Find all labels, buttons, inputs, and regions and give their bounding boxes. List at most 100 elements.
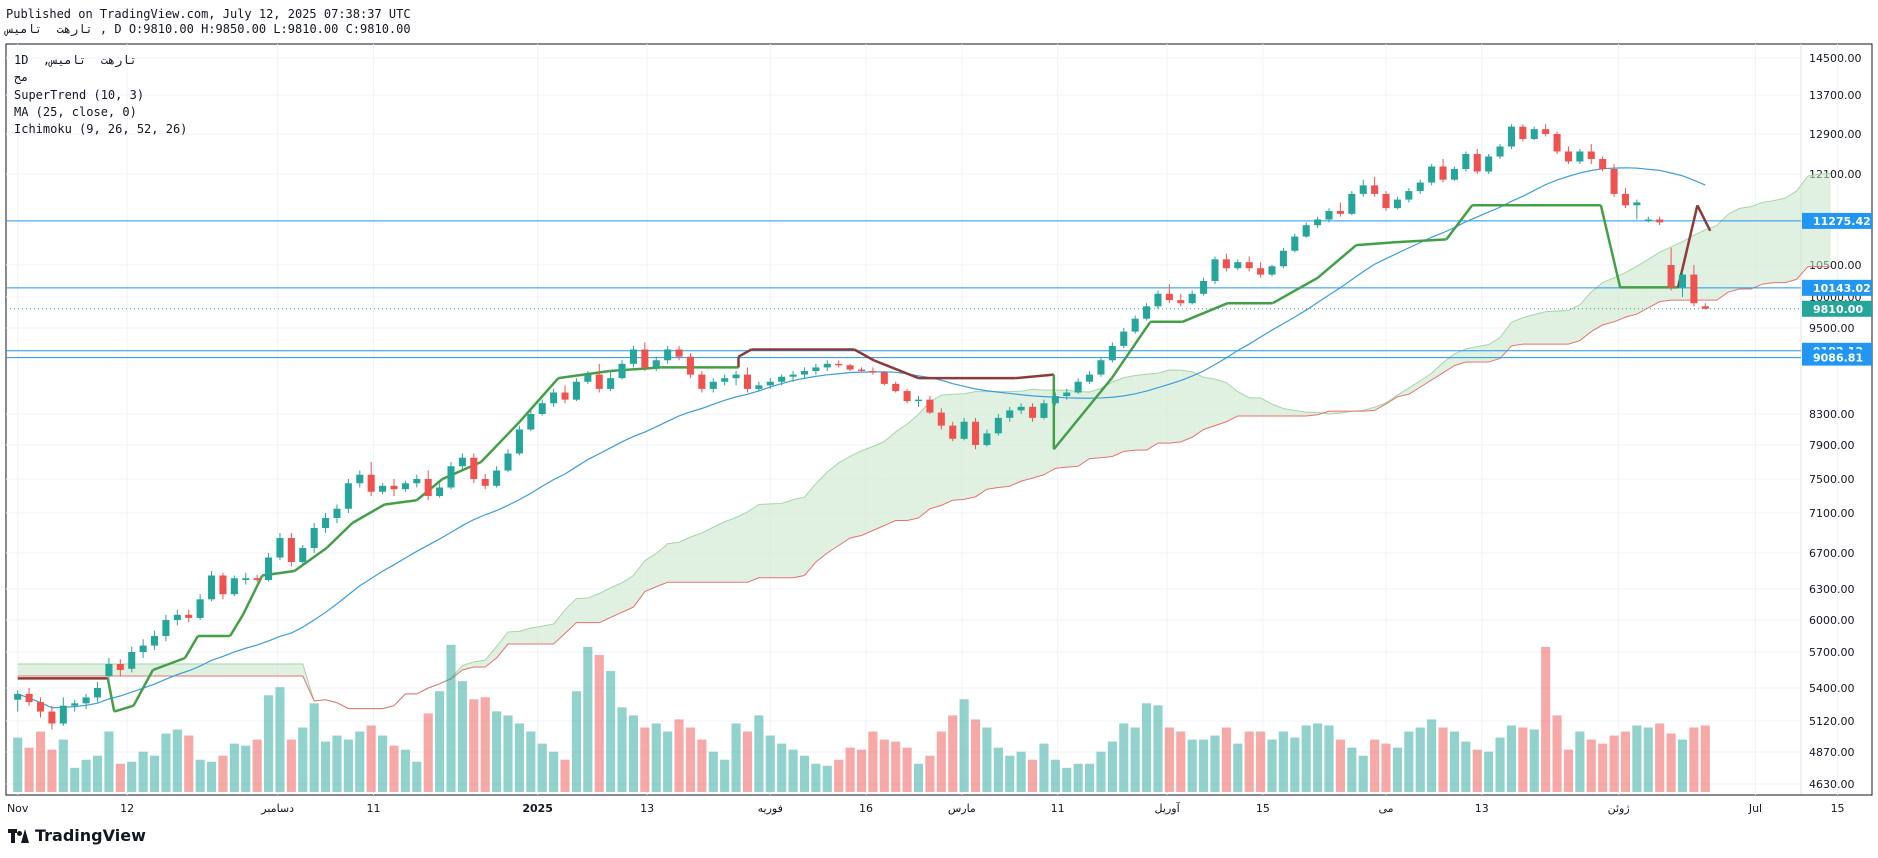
candle[interactable] xyxy=(618,363,626,379)
candle[interactable] xyxy=(1485,156,1493,172)
candle[interactable] xyxy=(208,575,216,600)
candle[interactable] xyxy=(903,391,911,402)
candle[interactable] xyxy=(1450,169,1458,180)
candle[interactable] xyxy=(1086,374,1094,382)
candle[interactable] xyxy=(550,392,558,404)
candle[interactable] xyxy=(401,483,409,490)
candle[interactable] xyxy=(869,371,877,373)
candle[interactable] xyxy=(538,403,546,414)
candle[interactable] xyxy=(823,363,831,368)
candle[interactable] xyxy=(1143,306,1151,319)
candle[interactable] xyxy=(971,421,980,445)
candle[interactable] xyxy=(743,374,752,389)
candle[interactable] xyxy=(105,664,113,676)
candle[interactable] xyxy=(926,399,934,413)
candle[interactable] xyxy=(1336,210,1344,214)
candle[interactable] xyxy=(1097,360,1105,375)
candle[interactable] xyxy=(1405,191,1413,200)
candle[interactable] xyxy=(994,417,1002,434)
candle[interactable] xyxy=(778,376,786,382)
candle[interactable] xyxy=(1291,236,1299,251)
candle[interactable] xyxy=(607,378,615,389)
candle[interactable] xyxy=(1656,219,1664,223)
candle[interactable] xyxy=(436,487,444,497)
candle[interactable] xyxy=(949,425,957,439)
candle[interactable] xyxy=(1211,259,1219,281)
candle[interactable] xyxy=(892,383,900,392)
candle[interactable] xyxy=(1542,129,1550,134)
candle[interactable] xyxy=(595,374,603,389)
candle[interactable] xyxy=(709,381,717,389)
legend-ichimoku[interactable]: Ichimoku (9, 26, 52, 26) xyxy=(14,122,188,136)
candle[interactable] xyxy=(1200,281,1208,294)
candle[interactable] xyxy=(1165,293,1173,301)
candle[interactable] xyxy=(1530,129,1538,139)
candle[interactable] xyxy=(367,474,375,492)
candle[interactable] xyxy=(481,479,489,486)
candle[interactable] xyxy=(1667,265,1675,288)
candle[interactable] xyxy=(116,664,124,670)
candle[interactable] xyxy=(1108,345,1116,361)
candle[interactable] xyxy=(800,371,809,375)
candle[interactable] xyxy=(1371,185,1379,194)
candle[interactable] xyxy=(1222,259,1230,269)
candle[interactable] xyxy=(572,381,580,400)
candle[interactable] xyxy=(1154,293,1162,307)
candle[interactable] xyxy=(458,457,466,467)
candle[interactable] xyxy=(59,705,67,724)
candle[interactable] xyxy=(333,508,341,518)
candle[interactable] xyxy=(721,378,729,382)
candle[interactable] xyxy=(1257,268,1265,275)
candle[interactable] xyxy=(527,414,535,430)
candle[interactable] xyxy=(960,421,968,439)
candle[interactable] xyxy=(1029,406,1037,418)
candle[interactable] xyxy=(1621,193,1630,206)
candle[interactable] xyxy=(1496,146,1504,157)
candle[interactable] xyxy=(880,372,888,384)
candle[interactable] xyxy=(1678,274,1687,288)
candle[interactable] xyxy=(1587,151,1595,160)
candle[interactable] xyxy=(835,363,843,366)
candle[interactable] xyxy=(1188,293,1196,304)
candle[interactable] xyxy=(242,578,250,580)
candle[interactable] xyxy=(983,433,991,445)
candle[interactable] xyxy=(14,693,22,700)
candle[interactable] xyxy=(1051,396,1059,404)
candle[interactable] xyxy=(139,645,147,652)
candle[interactable] xyxy=(82,697,90,704)
candle[interactable] xyxy=(493,470,501,486)
candle[interactable] xyxy=(1268,266,1276,275)
candle[interactable] xyxy=(664,349,672,361)
candle[interactable] xyxy=(424,479,432,496)
candle[interactable] xyxy=(379,485,387,492)
candle[interactable] xyxy=(937,412,945,426)
candle[interactable] xyxy=(447,466,455,488)
candle[interactable] xyxy=(128,652,136,669)
candle[interactable] xyxy=(1610,169,1618,194)
candle[interactable] xyxy=(48,711,56,724)
candle[interactable] xyxy=(173,614,181,620)
candle[interactable] xyxy=(641,349,649,368)
candle[interactable] xyxy=(1507,126,1515,147)
candle[interactable] xyxy=(150,636,159,646)
candle[interactable] xyxy=(162,620,170,636)
candle[interactable] xyxy=(1633,202,1641,206)
candle[interactable] xyxy=(1063,392,1071,397)
candle[interactable] xyxy=(230,578,238,595)
candle[interactable] xyxy=(1074,381,1082,393)
candle[interactable] xyxy=(253,578,261,580)
candle[interactable] xyxy=(1348,193,1356,214)
candle[interactable] xyxy=(390,485,398,490)
candle[interactable] xyxy=(755,385,763,389)
candle[interactable] xyxy=(196,599,204,618)
tradingview-logo[interactable]: TradingView xyxy=(8,826,146,845)
candle[interactable] xyxy=(1599,159,1607,169)
candle[interactable] xyxy=(185,614,193,618)
candle[interactable] xyxy=(219,575,227,595)
candle[interactable] xyxy=(1359,185,1367,194)
candle[interactable] xyxy=(1325,210,1333,220)
candle[interactable] xyxy=(766,381,774,386)
candle[interactable] xyxy=(1382,193,1390,209)
candle[interactable] xyxy=(1131,318,1139,332)
